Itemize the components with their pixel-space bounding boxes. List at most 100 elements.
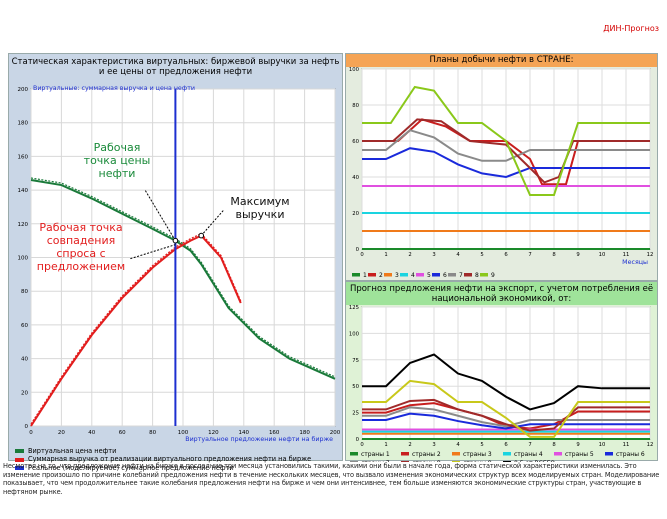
legend-swatch [15, 457, 24, 462]
x-tick-label: 200 [330, 430, 341, 436]
y-tick-label: 25 [352, 411, 359, 417]
production-plans-title: Планы добычи нефти в СТРАНЕ: [346, 54, 657, 67]
x-tick-label: 10 [599, 442, 606, 448]
legend-swatch [350, 452, 358, 456]
legend-label: страны 6 [616, 451, 645, 458]
x-tick-label: 6 [504, 442, 508, 448]
y-tick-label: 40 [21, 357, 28, 363]
marker-max-revenue [198, 232, 205, 239]
series-9 [362, 85, 650, 196]
legend-label: страны 3 [463, 451, 492, 458]
x-tick-label: 11 [623, 252, 630, 258]
y-tick-label: 75 [352, 358, 359, 364]
legend-swatch [401, 452, 409, 456]
explanation-note: Несмотря на то, что предложение нефти на… [3, 462, 660, 496]
legend-price: Виртуальная цена нефти [15, 447, 311, 455]
legend-swatch [15, 449, 24, 454]
series-0.5-от-ВСЕГО [362, 353, 650, 411]
y-tick-label: 100 [18, 256, 29, 262]
x-tick-label: 7 [528, 442, 531, 448]
x-tick-label: 0 [29, 430, 33, 436]
legend-label: страны 4 [514, 451, 543, 458]
static-characteristic-chart: 0 20 40 60 80 100 120 140 160 180 200 0 20 40 60 80 100 1… [18, 85, 341, 443]
legend-label: страны 1 [361, 451, 390, 458]
x-tick-label: 160 [269, 430, 280, 436]
x-tick-label: 100 [178, 430, 189, 436]
x-tick-label: 140 [239, 430, 250, 436]
legend-swatch [400, 273, 408, 277]
x-tick-label: 0 [360, 442, 364, 448]
x-tick-label: 5 [480, 442, 483, 448]
y-tick-label: 160 [18, 154, 29, 160]
legend-swatch [384, 273, 392, 277]
series-страны-6 [362, 412, 650, 430]
y-tick-label: 0 [356, 437, 360, 443]
left-legend: Виртуальная цена нефти Суммарная выручка… [15, 447, 311, 472]
series-страны-8 [362, 398, 650, 432]
annotation-demand-point: Рабочая точка совпадения спроса с предло… [36, 221, 126, 273]
y-tick-label: 125 [349, 305, 359, 311]
revenue-line-real [30, 232, 242, 425]
x-tick-label: 2 [408, 252, 411, 258]
legend-label: 2 [379, 272, 383, 279]
legend-label: 5 [427, 272, 431, 279]
x-tick-label: 2 [408, 442, 411, 448]
x-tick-label: 20 [58, 430, 65, 436]
x-tick-label: 8 [552, 252, 556, 258]
legend-swatch [554, 452, 562, 456]
x-tick-label: 9 [576, 252, 579, 258]
y-tick-label: 100 [349, 331, 360, 337]
legend-label: 9 [491, 272, 495, 279]
legend-label: страны 2 [412, 451, 441, 458]
y-tick-label: 100 [349, 67, 360, 73]
x-tick-label: 1 [384, 442, 387, 448]
series-6 [362, 147, 650, 179]
legend-swatch [448, 273, 456, 277]
legend-label: Виртуальная цена нефти [28, 447, 117, 455]
x-tick-label: 40 [88, 430, 95, 436]
y-tick-label: 80 [352, 103, 359, 109]
x-tick-label: 4 [456, 442, 460, 448]
x-tick-label: 180 [299, 430, 310, 436]
export-forecast-title: Прогноз предложения нефти на экспорт, с … [346, 282, 657, 305]
brand-label: ДИН-Прогноз [603, 24, 659, 33]
x-tick-label: 7 [528, 252, 531, 258]
series-страны-9 [362, 379, 650, 438]
x-tick-label: 0 [360, 252, 364, 258]
y-tick-label: 180 [18, 121, 29, 127]
y-tick-label: 140 [18, 188, 29, 194]
y-tick-label: 50 [352, 384, 359, 390]
legend-label: 3 [395, 272, 399, 279]
x-axis-title: Виртуальное предложение нефти на бирже [185, 435, 333, 443]
legend-swatch [605, 452, 613, 456]
legend-label: 8 [475, 272, 479, 279]
annotation-max-revenue: Максимум выручки [230, 195, 290, 221]
legend-label: 7 [459, 272, 463, 279]
legend-swatch [503, 452, 511, 456]
y-tick-label: 0 [356, 247, 360, 253]
y-axis-title: Виртуальные: суммарная выручка и цена не… [33, 85, 195, 92]
series-страны-7 [362, 406, 650, 428]
legend-swatch [432, 273, 440, 277]
left-panel-title: Статическая характеристика виртуальных: … [11, 57, 340, 77]
x-tick-label: 3 [432, 252, 435, 258]
export-forecast-panel: Прогноз предложения нефти на экспорт, с … [345, 281, 658, 467]
x-tick-label: 10 [599, 252, 606, 258]
production-plans-panel: Планы добычи нефти в СТРАНЕ: 0 20 40 60 80 10… [345, 53, 658, 281]
x-tick-label: 60 [119, 430, 126, 436]
legend-swatch [480, 273, 488, 277]
legend-swatch [15, 466, 24, 471]
y-tick-label: 80 [21, 289, 28, 295]
x-tick-label: 80 [149, 430, 156, 436]
x-tick-label: 12 [647, 252, 654, 258]
y-tick-label: 60 [21, 323, 28, 329]
y-tick-label: 60 [352, 139, 359, 145]
x-tick-label: 120 [208, 430, 219, 436]
x-tick-label: 3 [432, 442, 435, 448]
legend-swatch [416, 273, 424, 277]
y-tick-label: 40 [352, 175, 359, 181]
y-tick-label: 0 [25, 424, 29, 430]
revenue-line [30, 234, 242, 427]
series-7 [362, 129, 650, 162]
